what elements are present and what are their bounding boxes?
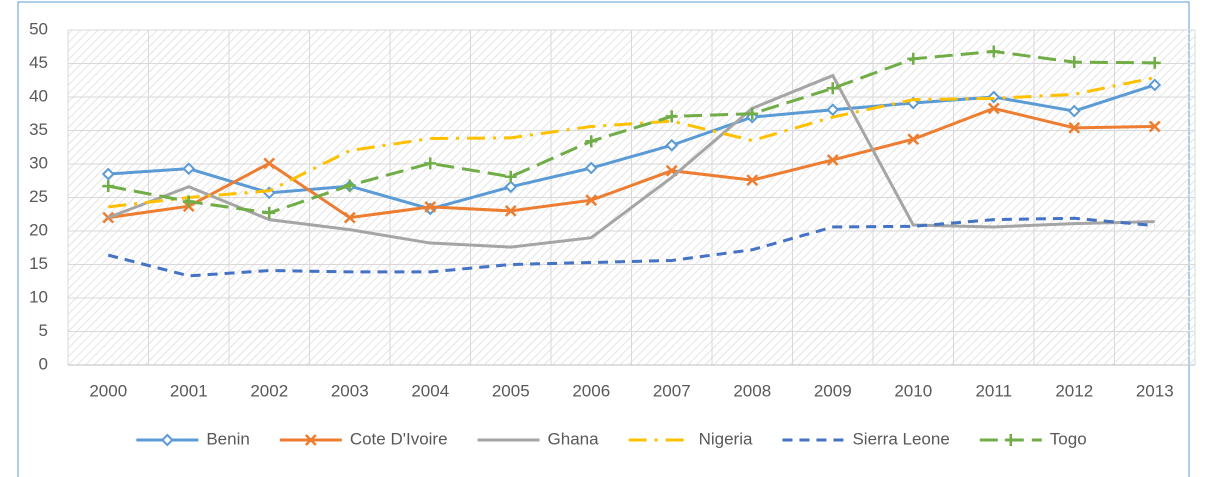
x-tick-label: 2002 bbox=[250, 381, 288, 400]
x-tick-label: 2000 bbox=[89, 381, 127, 400]
legend-label: Ghana bbox=[548, 429, 600, 448]
marker bbox=[826, 103, 840, 117]
y-tick-label: 20 bbox=[29, 220, 48, 239]
marker bbox=[1148, 56, 1161, 69]
marker bbox=[987, 102, 1000, 115]
y-tick-label: 5 bbox=[39, 321, 48, 340]
y-tick-label: 10 bbox=[29, 287, 48, 306]
marker bbox=[907, 133, 920, 146]
series-line bbox=[108, 106, 1155, 220]
x-tick-label: 2013 bbox=[1136, 381, 1174, 400]
legend: Benin Cote D'Ivoire Ghana Nigeria Sierra Leo… bbox=[136, 429, 1087, 448]
series-line bbox=[108, 76, 1156, 209]
marker bbox=[101, 167, 115, 181]
marker bbox=[343, 211, 356, 224]
x-tick-label: 2008 bbox=[733, 381, 771, 400]
marker bbox=[1067, 104, 1081, 118]
legend-label: Togo bbox=[1050, 429, 1087, 448]
legend-item: Nigeria bbox=[628, 429, 753, 448]
marker bbox=[746, 174, 759, 186]
marker bbox=[182, 195, 195, 208]
y-tick-label: 45 bbox=[29, 53, 48, 72]
marker bbox=[160, 433, 174, 447]
legend-item: Cote D'Ivoire bbox=[279, 429, 448, 448]
marker bbox=[826, 82, 839, 95]
x-tick-label: 2003 bbox=[331, 381, 369, 400]
x-tick-label: 2010 bbox=[894, 381, 932, 400]
marker bbox=[424, 200, 437, 213]
x-tick-label: 2011 bbox=[975, 381, 1012, 400]
x-tick-label: 2004 bbox=[411, 381, 449, 400]
x-tick-label: 2009 bbox=[814, 381, 852, 400]
marker bbox=[263, 206, 276, 219]
legend-item: Togo bbox=[979, 429, 1087, 448]
y-tick-label: 25 bbox=[29, 187, 48, 206]
x-tick-label: 2012 bbox=[1055, 381, 1093, 400]
y-tick-label: 0 bbox=[39, 354, 48, 373]
series-line bbox=[107, 216, 1155, 278]
marker bbox=[1068, 121, 1081, 134]
legend-item: Ghana bbox=[477, 429, 600, 448]
y-tick-label: 35 bbox=[29, 120, 48, 139]
y-tick-label: 30 bbox=[29, 153, 48, 172]
y-tick-label: 40 bbox=[29, 86, 48, 105]
legend-label: Benin bbox=[206, 429, 249, 448]
marker bbox=[504, 180, 518, 194]
marker bbox=[746, 107, 759, 120]
legend-item: Benin bbox=[136, 429, 250, 448]
marker bbox=[304, 434, 317, 446]
marker bbox=[263, 157, 276, 170]
marker bbox=[1004, 434, 1017, 446]
marker bbox=[907, 52, 920, 65]
y-tick-label: 15 bbox=[29, 254, 48, 273]
legend-label: Nigeria bbox=[699, 429, 753, 448]
marker bbox=[504, 170, 517, 183]
legend-label: Cote D'Ivoire bbox=[350, 429, 448, 448]
marker bbox=[665, 138, 679, 152]
marker bbox=[826, 154, 839, 166]
x-tick-label: 2001 bbox=[170, 381, 208, 400]
marker bbox=[1148, 78, 1162, 92]
marker bbox=[1068, 56, 1081, 69]
legend-label: Sierra Leone bbox=[852, 429, 949, 448]
marker bbox=[584, 161, 598, 175]
marker bbox=[343, 179, 356, 192]
marker bbox=[987, 45, 1000, 58]
marker bbox=[585, 135, 598, 148]
marker bbox=[1148, 120, 1161, 133]
marker bbox=[424, 157, 437, 170]
marker bbox=[182, 162, 196, 176]
marker bbox=[102, 180, 115, 193]
x-tick-label: 2007 bbox=[653, 381, 691, 400]
marker bbox=[665, 110, 678, 123]
legend-item: Sierra Leone bbox=[782, 429, 950, 448]
x-tick-label: 2006 bbox=[572, 381, 610, 400]
series-line bbox=[107, 73, 1155, 249]
marker bbox=[585, 194, 598, 207]
y-tick-label: 50 bbox=[29, 19, 48, 38]
marker bbox=[504, 205, 517, 217]
x-tick-label: 2005 bbox=[492, 381, 530, 400]
